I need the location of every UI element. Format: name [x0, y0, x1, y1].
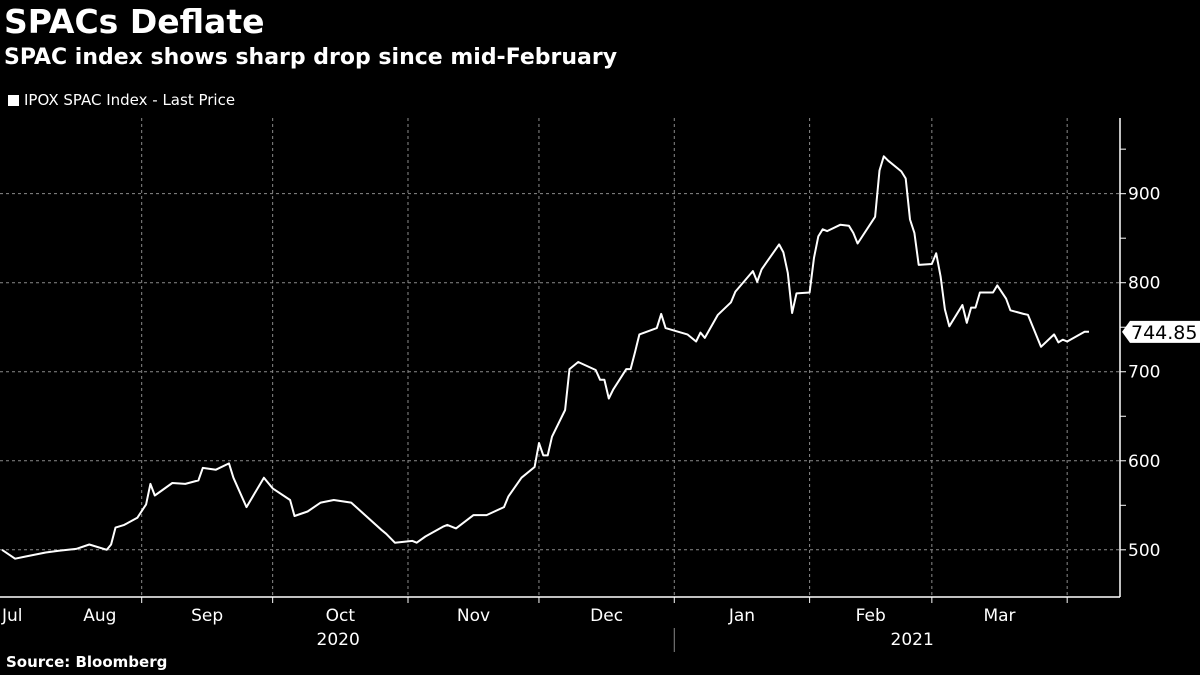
x-month-label: Jan [728, 606, 755, 626]
x-month-label: Jul [1, 606, 23, 626]
last-value-tag [1122, 320, 1200, 343]
x-month-label: Oct [326, 606, 356, 626]
legend-swatch [8, 94, 19, 106]
x-year-label: 2021 [891, 630, 934, 650]
last-value-label: 744.85 [1131, 322, 1197, 344]
x-month-label: Mar [983, 606, 1015, 626]
y-tick-label: 600 [1128, 452, 1160, 472]
x-year-label: 2020 [317, 630, 360, 650]
chart-title: SPACs Deflate [4, 2, 265, 41]
legend: IPOX SPAC Index - Last Price [8, 91, 235, 109]
x-month-label: Dec [590, 606, 623, 626]
chart-subtitle: SPAC index shows sharp drop since mid-Fe… [4, 45, 618, 70]
x-month-label: Feb [856, 606, 886, 626]
x-month-label: Nov [457, 606, 490, 626]
legend-label: IPOX SPAC Index - Last Price [24, 91, 236, 109]
source-note: Source: Bloomberg [6, 653, 168, 671]
x-month-label: Aug [83, 606, 116, 626]
x-month-label: Sep [191, 606, 223, 626]
y-tick-label: 900 [1128, 185, 1160, 205]
y-tick-label: 700 [1128, 363, 1160, 383]
y-tick-label: 800 [1128, 274, 1160, 294]
series-line [1, 155, 1090, 560]
y-tick-label: 500 [1128, 541, 1160, 561]
